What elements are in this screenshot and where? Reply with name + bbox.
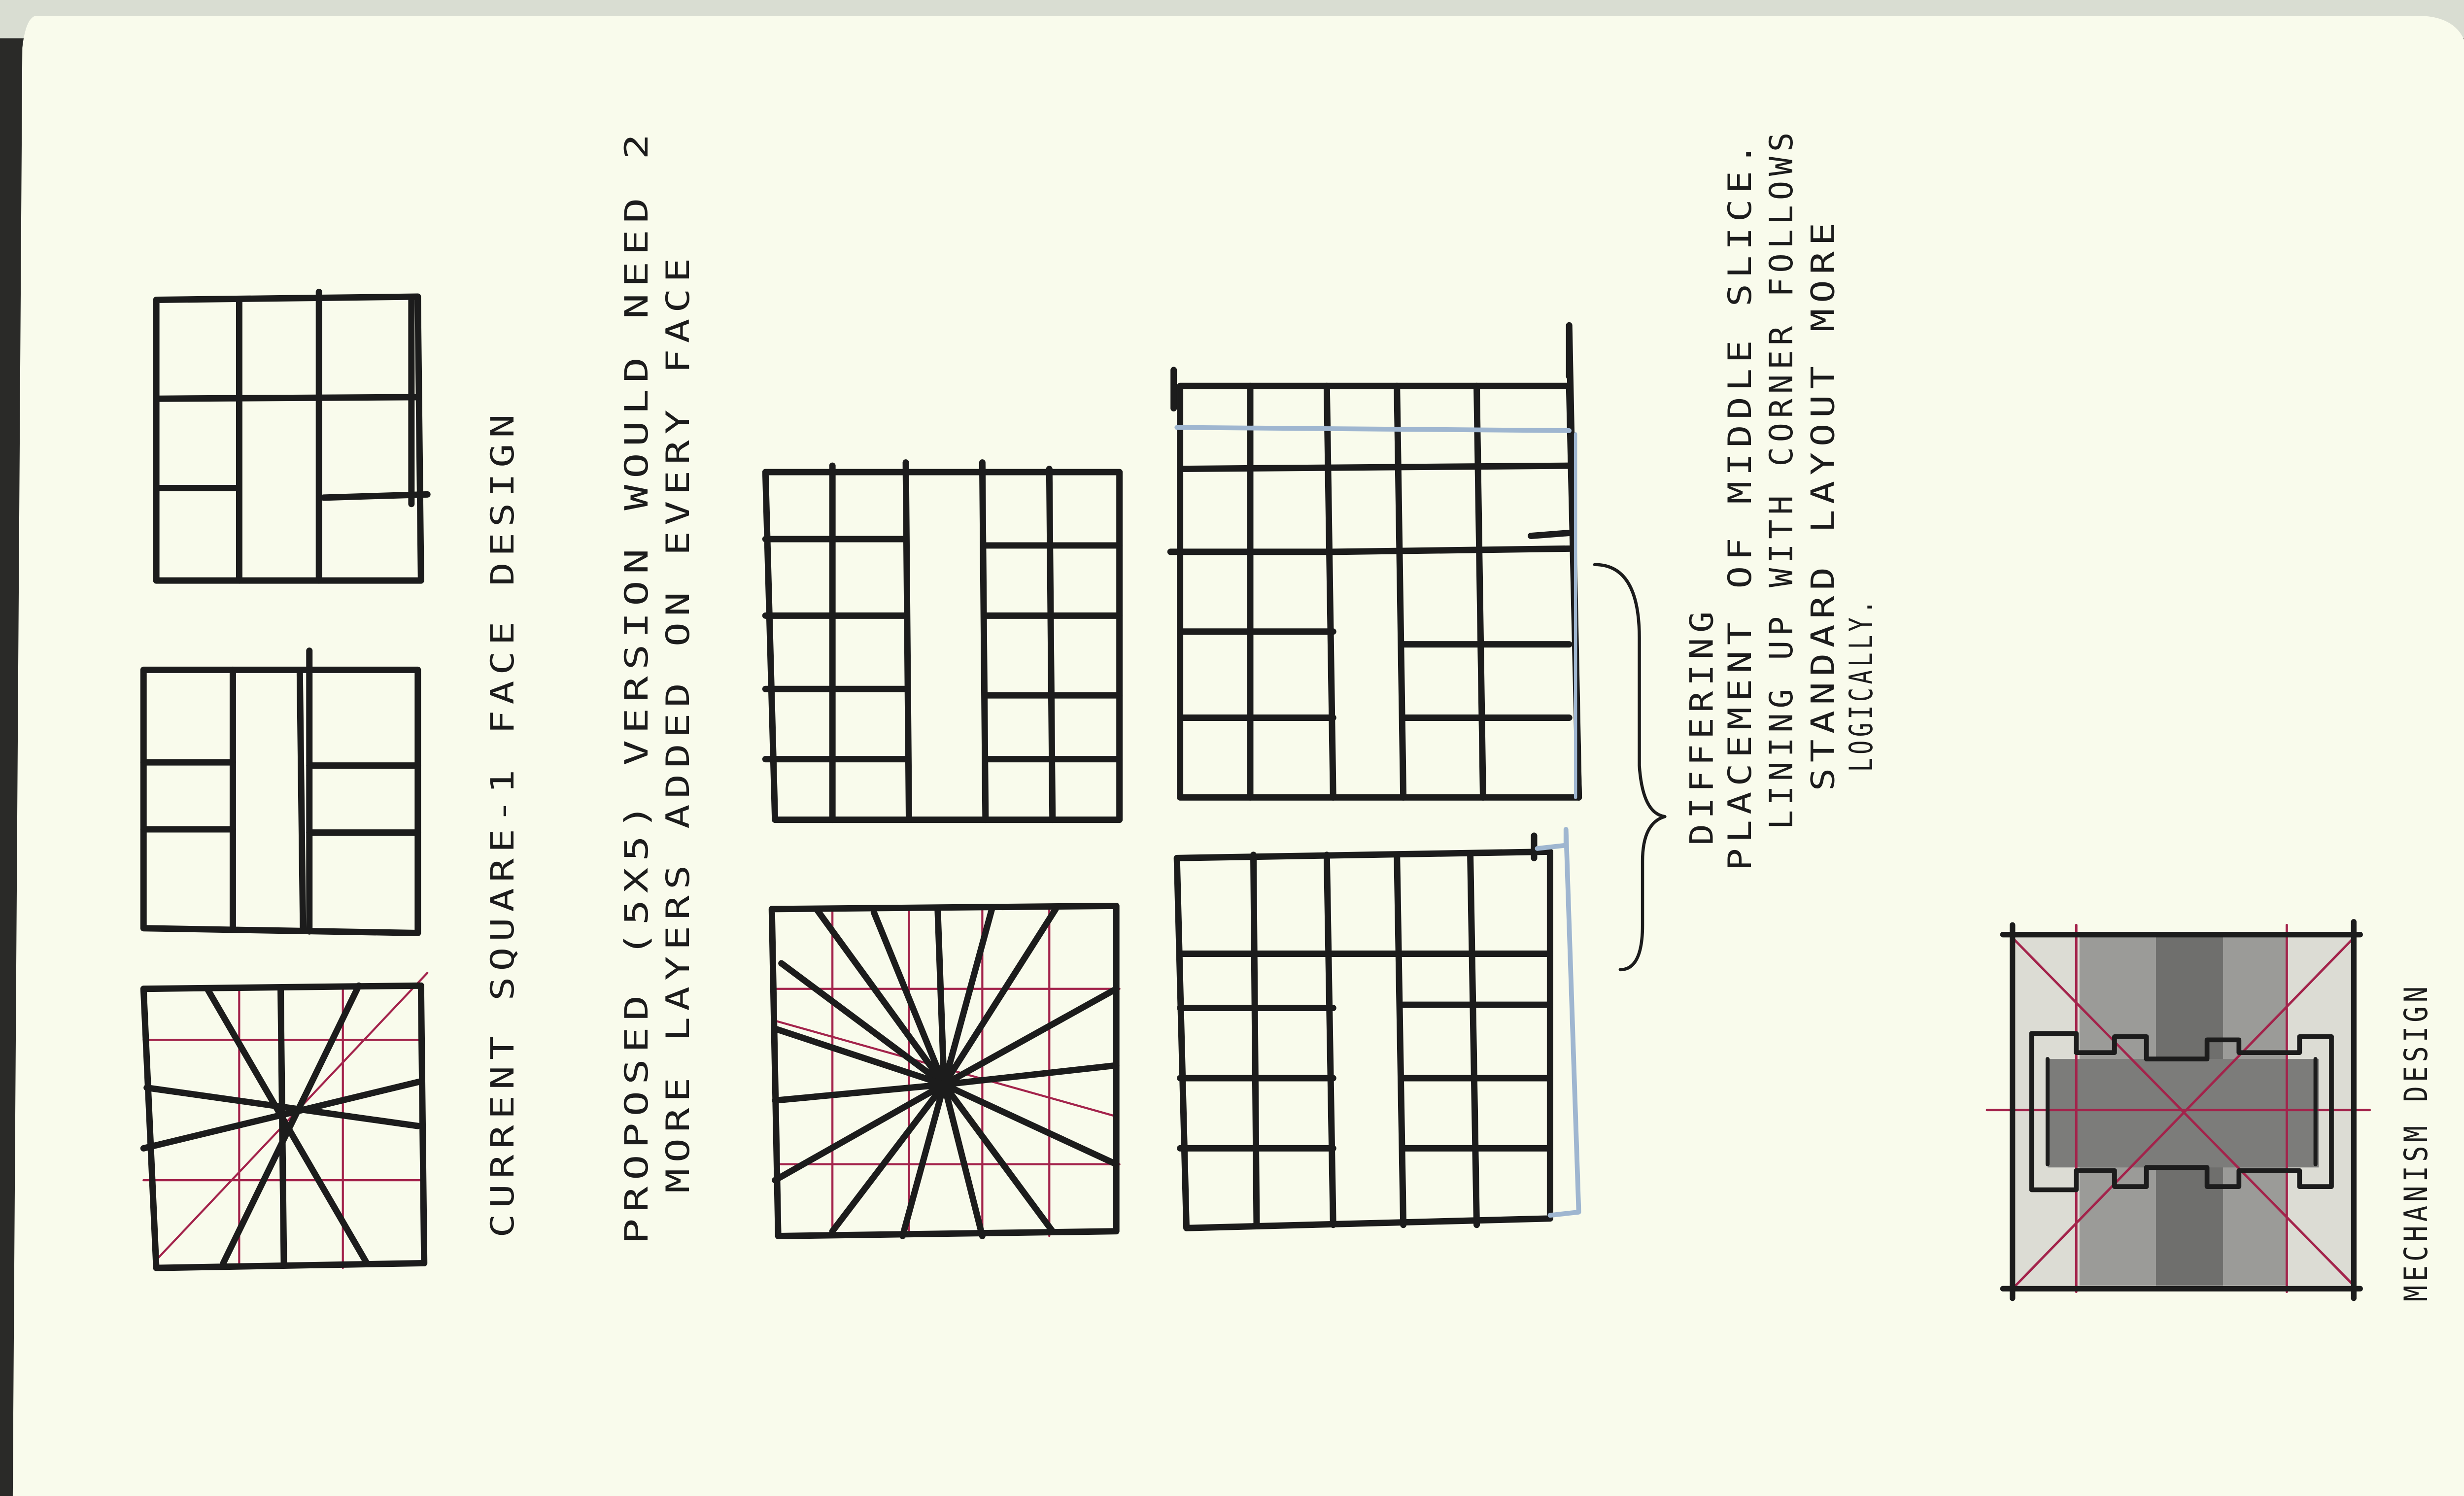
note-lineup-line1: LINING UP WITH CORNER FOLLOWS: [1763, 128, 1800, 829]
mechanism-drawing: [1985, 919, 2371, 1301]
proposed-grid-5x5: [762, 459, 1123, 823]
large-grid-bottom: [1173, 827, 1581, 1231]
current-middle-slice: [140, 647, 421, 936]
proposed-radial-cuts: [768, 902, 1121, 1239]
current-radial-cuts: [140, 972, 429, 1271]
note-current-design: CURRENT SQUARE-1 FACE DESIGN: [484, 408, 521, 1238]
current-grid-3x3: [153, 288, 431, 584]
note-proposal-line2: MORE LAYERS ADDED ON EVERY FACE: [660, 252, 697, 1193]
note-differing-line2: PLACEMENT OF MIDDLE SLICE.: [1722, 137, 1759, 871]
note-mechanism: MECHANISM DESIGN: [2398, 983, 2435, 1301]
curly-brace: [1593, 563, 1667, 972]
note-differing-line1: DIFFERING: [1683, 606, 1720, 846]
note-lineup-line3: LOGICALLY.: [1843, 597, 1880, 772]
large-grid-top: [1167, 322, 1582, 801]
note-lineup-line2: STANDARD LAYOUT MORE: [1805, 217, 1842, 791]
paper-sheet: [12, 16, 2464, 1496]
note-proposal-line1: PROPOSED (5X5) VERSION WOULD NEED 2: [618, 128, 655, 1244]
